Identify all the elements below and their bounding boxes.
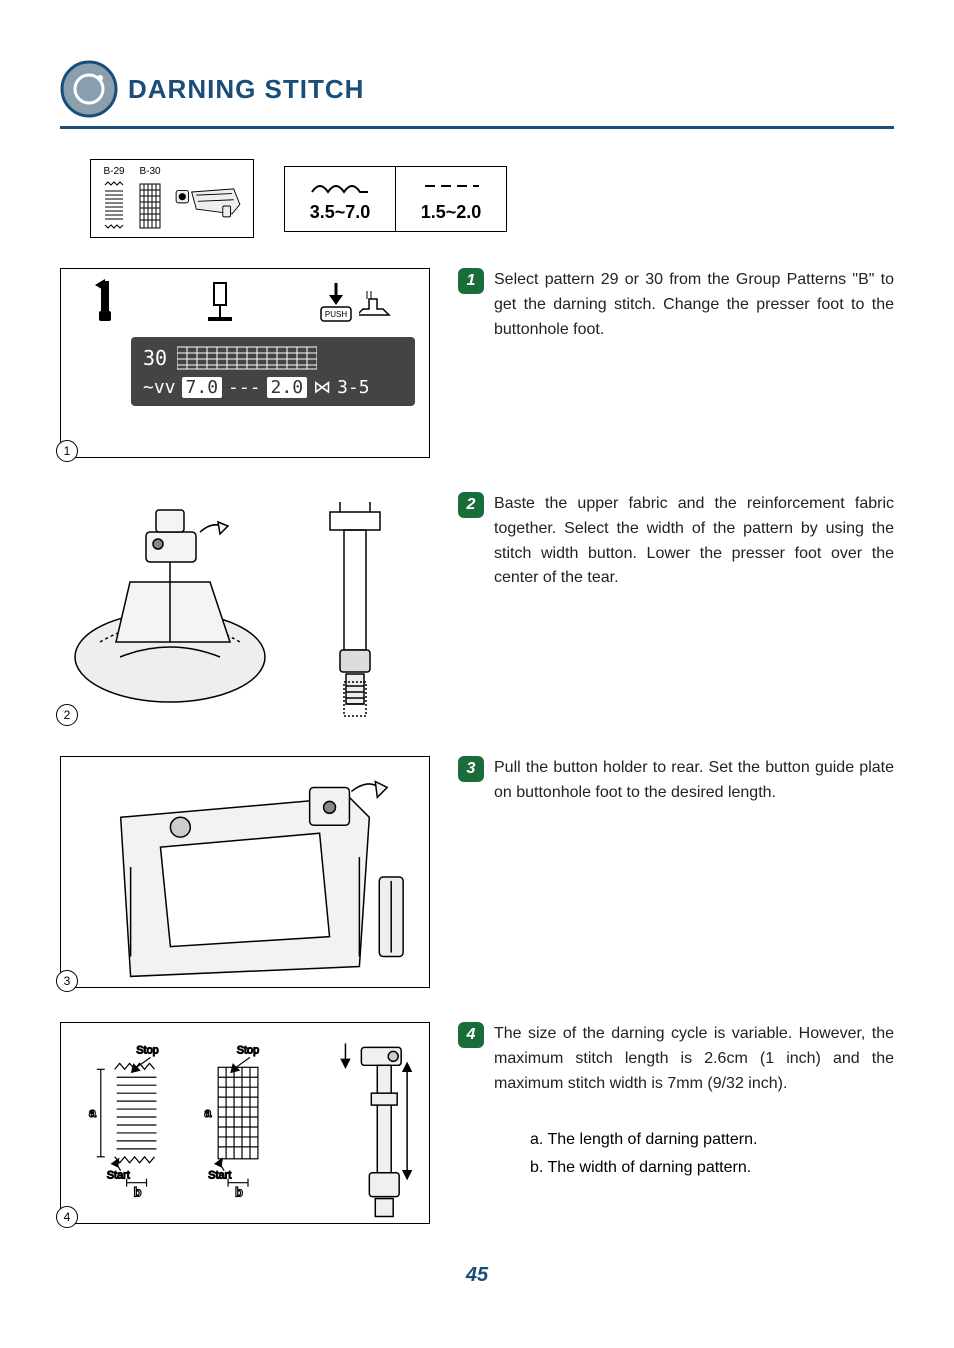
step-text-4: The size of the darning cycle is variabl… bbox=[494, 1022, 894, 1096]
dim-b-left: b bbox=[134, 1185, 142, 1200]
length-icon bbox=[421, 174, 481, 198]
dim-a-mid: a bbox=[204, 1105, 212, 1120]
stitch-length-value: 1.5~2.0 bbox=[421, 202, 482, 223]
header-icon bbox=[60, 60, 118, 118]
step4-sub-a: a. The length of darning pattern. bbox=[530, 1126, 894, 1153]
step-text-2: Baste the upper fabric and the reinforce… bbox=[494, 492, 894, 591]
lcd-screen: 30 bbox=[131, 337, 415, 406]
push-icon: PUSH bbox=[319, 279, 353, 323]
step-badge-2: 2 bbox=[458, 492, 484, 518]
pattern-code-2: B-30 bbox=[139, 166, 160, 177]
figure-label-2: 2 bbox=[56, 704, 78, 726]
figure-3 bbox=[60, 756, 430, 988]
stop-label-left: Stop bbox=[136, 1044, 159, 1056]
lcd-dash-symbol: --- bbox=[228, 377, 261, 398]
lcd-pattern-preview bbox=[177, 345, 317, 371]
figure-label-4: 4 bbox=[56, 1206, 78, 1228]
presser-foot-icon bbox=[173, 181, 243, 231]
figure-4: Stop a bbox=[60, 1022, 430, 1224]
lcd-pattern-number: 30 bbox=[143, 346, 167, 370]
stitch-param-box: 3.5~7.0 1.5~2.0 bbox=[284, 166, 507, 232]
presser-lift-icon bbox=[200, 279, 240, 323]
step-badge-4: 4 bbox=[458, 1022, 484, 1048]
figure-2 bbox=[60, 492, 430, 722]
lcd-zigzag-symbol: ~vv bbox=[143, 377, 176, 398]
step-badge-3: 3 bbox=[458, 756, 484, 782]
figure-label-1: 1 bbox=[56, 440, 78, 462]
step4-sub-b: b. The width of darning pattern. bbox=[530, 1154, 894, 1181]
figure-1: PUSH 30 bbox=[60, 268, 430, 458]
stitch-width-value: 3.5~7.0 bbox=[310, 202, 371, 223]
pattern-glyph-2 bbox=[137, 181, 163, 231]
header-underline bbox=[60, 126, 894, 129]
section-title: DARNING STITCH bbox=[128, 74, 364, 105]
step-text-3: Pull the button holder to rear. Set the … bbox=[494, 756, 894, 806]
page-number: 45 bbox=[60, 1264, 894, 1287]
figure-label-3: 3 bbox=[56, 970, 78, 992]
dim-a-left: a bbox=[89, 1105, 97, 1120]
width-icon bbox=[310, 174, 370, 198]
step-badge-1: 1 bbox=[458, 268, 484, 294]
stop-label-mid: Stop bbox=[237, 1044, 260, 1056]
lcd-tension: 3-5 bbox=[337, 377, 370, 398]
pattern-code-1: B-29 bbox=[103, 166, 124, 177]
svg-text:PUSH: PUSH bbox=[325, 310, 347, 319]
lcd-width: 7.0 bbox=[182, 377, 223, 398]
dim-b-mid: b bbox=[235, 1185, 243, 1200]
pattern-selection-box: B-29 B-30 bbox=[90, 159, 254, 238]
foot-small-icon bbox=[359, 279, 399, 323]
lever-icon bbox=[91, 279, 121, 323]
lcd-tension-symbol: ⋈ bbox=[313, 377, 331, 398]
pattern-glyph-1 bbox=[101, 181, 127, 231]
lcd-length: 2.0 bbox=[267, 377, 308, 398]
step-text-1: Select pattern 29 or 30 from the Group P… bbox=[494, 268, 894, 342]
